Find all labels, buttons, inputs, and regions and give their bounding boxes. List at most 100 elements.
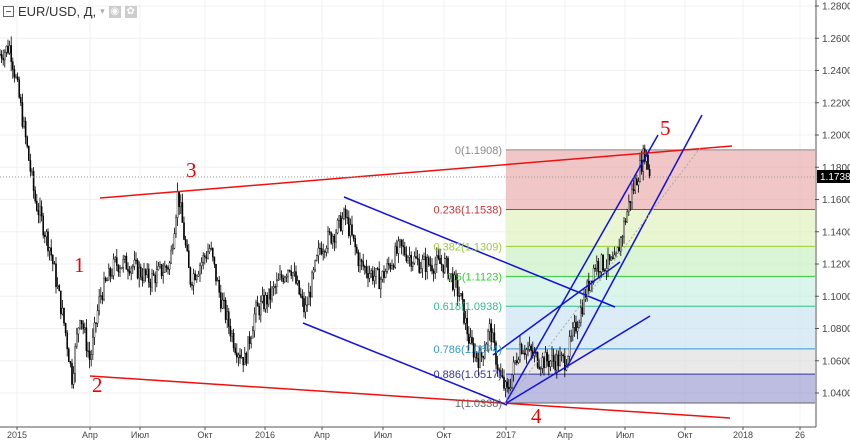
candle-body bbox=[295, 271, 297, 284]
candle-body bbox=[272, 286, 275, 289]
wave-label-4: 4 bbox=[531, 404, 542, 428]
channel-lower-blue[interactable] bbox=[302, 322, 508, 406]
candle-body bbox=[421, 259, 424, 269]
candle-body bbox=[396, 246, 398, 254]
candle-body bbox=[29, 160, 32, 172]
trendlines[interactable] bbox=[89, 114, 733, 419]
rising-channel-lower-blue[interactable] bbox=[504, 315, 651, 405]
candle-body bbox=[632, 189, 635, 191]
dropdown-arrow-icon[interactable]: ▾ bbox=[100, 6, 105, 16]
candle-body bbox=[306, 304, 309, 306]
candle-body bbox=[130, 267, 133, 274]
support-line-red[interactable] bbox=[89, 375, 731, 419]
candle-body bbox=[147, 268, 150, 283]
symbol-legend: EUR/USD, Д, ▾ ◉ ✿ bbox=[3, 4, 137, 19]
price-axis[interactable]: 1.2800 1.2600 1.2400 1.2200 1.2000 1.1800 1.16… bbox=[815, 0, 850, 427]
time-label: Окт bbox=[197, 430, 212, 440]
candle-body bbox=[559, 355, 561, 366]
candle-body bbox=[600, 254, 603, 273]
wave-label-1: 1 bbox=[74, 253, 85, 277]
candle-body bbox=[384, 271, 387, 278]
candle-body bbox=[52, 254, 54, 264]
candle-body bbox=[120, 267, 123, 270]
candle-body bbox=[181, 202, 184, 223]
candle-body bbox=[436, 255, 438, 265]
candle-body bbox=[349, 224, 352, 236]
candle-body bbox=[476, 351, 478, 359]
candle-body bbox=[143, 269, 145, 281]
price-label: 1.1800 bbox=[822, 163, 850, 174]
candle-body bbox=[21, 102, 24, 127]
candle-body bbox=[136, 260, 139, 279]
candle-body bbox=[79, 320, 81, 329]
candle-body bbox=[55, 263, 57, 288]
price-label: 1.1000 bbox=[822, 292, 850, 303]
candle-body bbox=[348, 217, 350, 236]
candle-body bbox=[504, 381, 507, 389]
candle-body bbox=[548, 360, 550, 367]
candle-body bbox=[327, 231, 329, 249]
candle-body bbox=[40, 206, 43, 217]
candle-body bbox=[34, 190, 36, 202]
candle-body bbox=[620, 237, 622, 252]
candle-body bbox=[103, 277, 105, 300]
candle-body bbox=[514, 360, 516, 363]
candle-body bbox=[503, 376, 505, 389]
candle-body bbox=[95, 322, 97, 324]
candle-body bbox=[581, 307, 584, 315]
candle-body bbox=[32, 171, 35, 191]
candle-body bbox=[11, 61, 14, 70]
time-label: Окт bbox=[677, 430, 692, 440]
candle-body bbox=[488, 323, 491, 332]
candle-body bbox=[444, 258, 446, 273]
candle-body bbox=[211, 248, 214, 258]
candle-body bbox=[127, 269, 129, 272]
price-label: 1.1600 bbox=[822, 195, 850, 206]
fib-trend-dotted[interactable] bbox=[504, 147, 701, 405]
candle-body bbox=[279, 274, 281, 280]
candle-body bbox=[528, 345, 531, 350]
candle-body bbox=[277, 278, 280, 281]
candle-body bbox=[311, 272, 313, 298]
candle-body bbox=[487, 331, 489, 345]
eye-icon[interactable]: ◉ bbox=[108, 5, 121, 18]
candle-body bbox=[415, 256, 417, 259]
candle-body bbox=[77, 327, 80, 335]
candle-body bbox=[479, 352, 481, 368]
candle-body bbox=[325, 248, 328, 253]
candle-body bbox=[466, 317, 469, 335]
candle-body bbox=[506, 381, 509, 388]
candle-body bbox=[139, 266, 142, 278]
current-price-value: 1.1738 bbox=[820, 172, 850, 183]
candle-body bbox=[128, 271, 131, 274]
candle-body bbox=[375, 268, 377, 277]
candle-body bbox=[394, 246, 397, 268]
time-label: Июл bbox=[131, 430, 149, 440]
impulse-parallel-blue[interactable] bbox=[567, 114, 703, 366]
candle-body bbox=[176, 191, 179, 218]
candle-body bbox=[53, 263, 56, 265]
collapse-icon[interactable] bbox=[3, 6, 14, 17]
candle-body bbox=[80, 320, 83, 325]
candle-body bbox=[251, 330, 254, 339]
candle-body bbox=[610, 257, 612, 261]
impulse-line-blue[interactable] bbox=[504, 134, 659, 405]
candle-body bbox=[549, 360, 552, 367]
candle-body bbox=[189, 267, 192, 285]
candle-body bbox=[357, 252, 360, 267]
candle-body bbox=[359, 259, 361, 267]
candle-body bbox=[540, 368, 542, 370]
gear-icon[interactable]: ✿ bbox=[124, 5, 137, 18]
candle-body bbox=[442, 264, 445, 273]
time-label: Апр bbox=[557, 430, 573, 440]
time-label: Апр bbox=[314, 430, 330, 440]
candle-body bbox=[237, 354, 240, 358]
resistance-line-red[interactable] bbox=[99, 145, 733, 199]
candle-body bbox=[455, 274, 457, 280]
candle-body bbox=[624, 221, 627, 223]
candle-body bbox=[36, 200, 38, 211]
candle-body bbox=[107, 268, 110, 281]
rising-channel-upper-blue[interactable] bbox=[492, 261, 621, 356]
time-axis[interactable]: 2015 Апр Июл Окт 2016 Апр Июл Окт 2017 Апр Июл Окт 2… bbox=[0, 426, 816, 440]
